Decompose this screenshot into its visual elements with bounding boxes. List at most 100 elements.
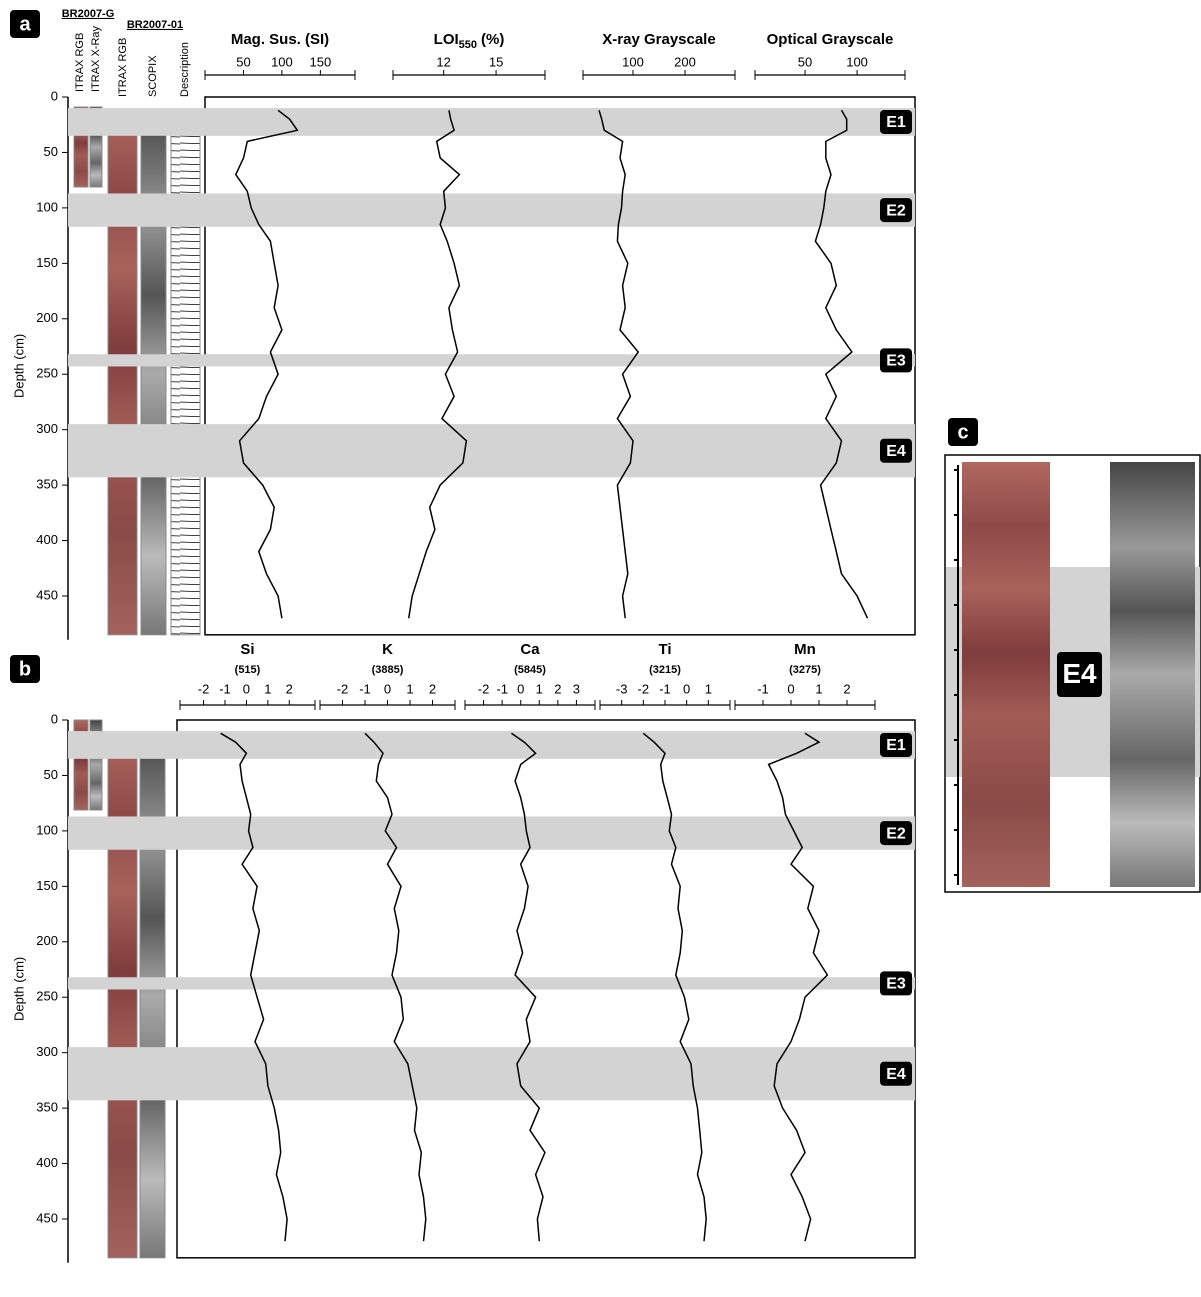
layer: a BR2007-G ITRAX RGB ITRAX X-Ray BR2007-01 IT… <box>10 8 1201 1263</box>
panel-letter: c <box>957 421 968 443</box>
event-band <box>68 977 915 990</box>
x-tick-label: 1 <box>705 681 712 696</box>
series-name: X-ray Grayscale <box>602 31 715 48</box>
y-tick-label: 0 <box>51 88 58 103</box>
series-name: Si <box>240 641 254 658</box>
event-label-box <box>880 198 912 223</box>
core-track-label: ITRAX RGB <box>117 38 129 97</box>
core-track-label: Description <box>179 42 191 97</box>
series-name: K <box>382 641 393 658</box>
series-name: Ca <box>520 641 540 658</box>
y-tick-label: 450 <box>36 587 58 602</box>
y-tick-label: 50 <box>44 144 58 159</box>
series-name-part: 550 <box>459 39 477 51</box>
event-band <box>68 1047 915 1101</box>
x-tick-label: 1 <box>536 681 543 696</box>
series-name-part: Si <box>240 641 254 658</box>
y-tick-label: 150 <box>36 255 58 270</box>
core-image <box>107 111 138 636</box>
event-label-box <box>880 971 912 996</box>
panel-letter-box <box>10 655 40 683</box>
series-name: Mn <box>794 641 816 658</box>
core-image <box>1110 462 1195 887</box>
event-band <box>68 816 915 850</box>
y-tick-label: 100 <box>36 199 58 214</box>
y-tick-label: 400 <box>36 532 58 547</box>
y-tick-label: 200 <box>36 933 58 948</box>
series-count: (3885) <box>372 664 404 676</box>
series-name-part: Mag. Sus. (SI) <box>231 31 329 48</box>
x-tick-label: 2 <box>554 681 561 696</box>
x-tick-label: -1 <box>659 681 671 696</box>
panel-letter-box <box>10 10 40 38</box>
series-name: LOI550 (%) <box>434 31 505 51</box>
event-label: E1 <box>886 114 906 131</box>
x-tick-label: 1 <box>406 681 413 696</box>
core-image <box>107 734 138 1259</box>
core-track-label: ITRAX RGB <box>74 33 86 92</box>
x-tick-label: 0 <box>517 681 524 696</box>
y-tick-label: 300 <box>36 1044 58 1059</box>
y-axis-label: Depth (cm) <box>11 334 26 398</box>
x-tick-label: 2 <box>286 681 293 696</box>
x-tick-label: -1 <box>757 681 769 696</box>
y-tick-label: 350 <box>36 477 58 492</box>
core-track-label: SCOPIX <box>147 55 159 97</box>
core-group-label: BR2007-G <box>62 8 115 20</box>
series-line <box>814 109 869 619</box>
event-label: E4 <box>1062 658 1097 689</box>
x-tick-label: -2 <box>638 681 650 696</box>
event-label: E4 <box>886 443 906 460</box>
core-image <box>139 734 166 1259</box>
y-tick-label: 450 <box>36 1210 58 1225</box>
x-tick-label: 100 <box>846 54 868 69</box>
panel-letter: a <box>19 13 31 35</box>
event-label-box <box>880 109 912 134</box>
y-tick-label: 100 <box>36 822 58 837</box>
x-tick-label: 0 <box>384 681 391 696</box>
x-tick-label: 0 <box>243 681 250 696</box>
panel-letter: b <box>19 658 31 680</box>
y-tick-label: 200 <box>36 310 58 325</box>
series-name-part: Mn <box>794 641 816 658</box>
x-tick-label: 150 <box>310 54 332 69</box>
series-count: (5845) <box>514 664 546 676</box>
x-tick-label: 15 <box>489 54 503 69</box>
panel-letter-box <box>948 418 978 446</box>
series-line <box>220 732 288 1242</box>
event-band <box>68 193 915 227</box>
x-tick-label: 100 <box>622 54 644 69</box>
event-label: E3 <box>886 353 906 370</box>
event-band <box>68 731 915 759</box>
series-name-part: Ti <box>658 641 671 658</box>
event-label: E2 <box>886 202 906 219</box>
y-tick-label: 150 <box>36 878 58 893</box>
event-label: E4 <box>886 1066 906 1083</box>
x-tick-label: -1 <box>219 681 231 696</box>
x-tick-label: 50 <box>798 54 812 69</box>
series-line <box>767 732 829 1242</box>
event-label-box <box>880 438 912 463</box>
series-name: Mag. Sus. (SI) <box>231 31 329 48</box>
core-image <box>962 462 1050 887</box>
core-group-label: BR2007-01 <box>127 19 183 31</box>
series-count: (3215) <box>649 664 681 676</box>
series-name-part: K <box>382 641 393 658</box>
event-band <box>68 108 915 136</box>
y-tick-label: 300 <box>36 421 58 436</box>
y-tick-label: 50 <box>44 767 58 782</box>
event-band <box>68 424 915 478</box>
x-tick-label: 1 <box>264 681 271 696</box>
core-image <box>170 111 201 636</box>
x-tick-label: -3 <box>616 681 628 696</box>
series-count: (515) <box>235 664 261 676</box>
event-band <box>68 354 915 367</box>
series-line <box>598 110 640 619</box>
series-line <box>642 732 707 1242</box>
series-line <box>364 732 427 1242</box>
y-tick-label: 400 <box>36 1155 58 1170</box>
series-name: Optical Grayscale <box>767 31 894 48</box>
series-name: Ti <box>658 641 671 658</box>
x-tick-label: 12 <box>436 54 450 69</box>
